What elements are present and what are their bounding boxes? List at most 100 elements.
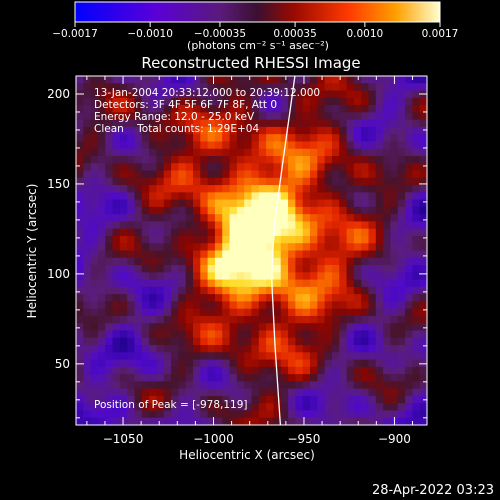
heatmap-cell bbox=[222, 337, 231, 346]
heatmap-cell bbox=[317, 192, 326, 201]
heatmap-cell bbox=[200, 155, 209, 164]
heatmap-cell bbox=[273, 163, 282, 172]
heatmap-cell bbox=[251, 199, 260, 208]
heatmap-cell bbox=[222, 177, 231, 186]
heatmap-cell bbox=[222, 257, 231, 266]
heatmap-cell bbox=[112, 228, 121, 237]
heatmap-cell bbox=[405, 97, 413, 106]
heatmap-cell bbox=[295, 352, 304, 361]
heatmap-cell bbox=[185, 97, 194, 106]
heatmap-cell bbox=[383, 279, 392, 288]
heatmap-cell bbox=[127, 177, 136, 186]
heatmap-cell bbox=[397, 337, 406, 346]
heatmap-cell bbox=[375, 163, 384, 172]
heatmap-cell bbox=[178, 374, 187, 382]
heatmap-cell bbox=[353, 395, 362, 404]
heatmap-cell bbox=[134, 381, 143, 390]
heatmap-cell bbox=[141, 76, 150, 84]
heatmap-cell bbox=[419, 417, 427, 425]
heatmap-cell bbox=[222, 243, 231, 252]
heatmap-cell bbox=[310, 403, 318, 412]
heatmap-cell bbox=[405, 119, 413, 128]
heatmap-cell bbox=[244, 243, 253, 252]
heatmap-cell bbox=[405, 90, 413, 99]
heatmap-cell bbox=[193, 170, 201, 179]
heatmap-cell bbox=[185, 76, 194, 84]
heatmap-cell bbox=[375, 301, 384, 310]
heatmap-cell bbox=[405, 337, 413, 346]
heatmap-cell bbox=[134, 112, 143, 121]
heatmap-cell bbox=[141, 250, 150, 259]
heatmap-cell bbox=[419, 294, 427, 302]
heatmap-cell bbox=[288, 294, 296, 302]
heatmap-cell bbox=[390, 148, 399, 157]
heatmap-cell bbox=[185, 272, 194, 281]
heatmap-cell bbox=[112, 76, 121, 84]
heatmap-cell bbox=[76, 345, 84, 353]
heatmap-cell bbox=[295, 250, 304, 259]
heatmap-cell bbox=[97, 330, 106, 339]
heatmap-cell bbox=[273, 206, 282, 215]
heatmap-cell bbox=[90, 76, 99, 84]
heatmap-cell bbox=[229, 395, 238, 404]
heatmap-cell bbox=[368, 206, 377, 215]
heatmap-cell bbox=[273, 294, 282, 302]
heatmap-cell bbox=[178, 359, 187, 368]
heatmap-cell bbox=[229, 403, 238, 412]
heatmap-cell bbox=[156, 90, 165, 99]
heatmap-cell bbox=[397, 235, 406, 244]
heatmap-cell bbox=[83, 286, 92, 295]
heatmap-cell bbox=[156, 185, 165, 193]
heatmap-cell bbox=[295, 214, 304, 223]
heatmap-cell bbox=[171, 170, 179, 179]
heatmap-cell bbox=[200, 170, 209, 179]
heatmap-cell bbox=[112, 330, 121, 339]
heatmap-cell bbox=[397, 417, 406, 425]
heatmap-cell bbox=[317, 315, 326, 324]
heatmap-cell bbox=[258, 286, 267, 295]
heatmap-cell bbox=[280, 134, 289, 143]
heatmap-cell bbox=[368, 119, 377, 128]
heatmap-cell bbox=[412, 170, 421, 179]
heatmap-cell bbox=[105, 410, 114, 419]
heatmap-cell bbox=[90, 410, 99, 419]
heatmap-cell bbox=[97, 170, 106, 179]
heatmap-cell bbox=[339, 177, 348, 186]
heatmap-cell bbox=[90, 192, 99, 201]
heatmap-cell bbox=[149, 192, 158, 201]
heatmap-cell bbox=[236, 250, 245, 259]
heatmap-cell bbox=[339, 330, 348, 339]
heatmap-cell bbox=[185, 235, 194, 244]
heatmap-cell bbox=[236, 330, 245, 339]
heatmap-cell bbox=[324, 286, 333, 295]
heatmap-cell bbox=[288, 83, 296, 92]
heatmap-cell bbox=[383, 76, 392, 84]
heatmap-cell bbox=[346, 185, 355, 193]
heatmap-cell bbox=[105, 374, 114, 382]
heatmap-cell bbox=[266, 265, 275, 273]
heatmap-cell bbox=[236, 366, 245, 375]
heatmap-cell bbox=[251, 97, 260, 106]
heatmap-cell bbox=[339, 308, 348, 317]
heatmap-cell bbox=[324, 301, 333, 310]
heatmap-cell bbox=[119, 279, 128, 288]
heatmap-cell bbox=[266, 374, 275, 382]
heatmap-cell bbox=[361, 388, 370, 397]
heatmap-cell bbox=[419, 352, 427, 361]
heatmap-cell bbox=[375, 410, 384, 419]
heatmap-cell bbox=[200, 279, 209, 288]
heatmap-cell bbox=[383, 330, 392, 339]
heatmap-cell bbox=[346, 83, 355, 92]
heatmap-cell bbox=[288, 388, 296, 397]
heatmap-cell bbox=[229, 352, 238, 361]
heatmap-cell bbox=[310, 221, 318, 230]
heatmap-cell bbox=[83, 366, 92, 375]
heatmap-cell bbox=[361, 257, 370, 266]
heatmap-cell bbox=[258, 388, 267, 397]
heatmap-cell bbox=[397, 119, 406, 128]
heatmap-cell bbox=[375, 206, 384, 215]
heatmap-cell bbox=[390, 97, 399, 106]
heatmap-cell bbox=[119, 141, 128, 150]
heatmap-cell bbox=[207, 112, 216, 121]
heatmap-cell bbox=[134, 257, 143, 266]
